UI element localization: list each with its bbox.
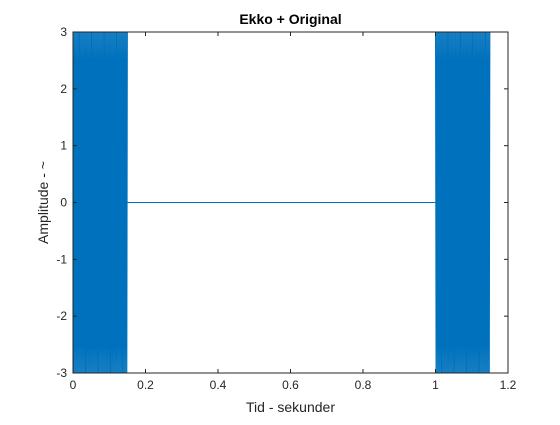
x-tick-label: 1.2 (500, 378, 517, 392)
y-tick-label: 1 (60, 139, 67, 153)
x-tick-label: 0.6 (282, 378, 299, 392)
y-axis-label: Amplitude - ~ (35, 161, 51, 244)
x-tick-label: 0.8 (355, 378, 372, 392)
x-tick-label: 0.4 (210, 378, 227, 392)
y-tick-label: 2 (60, 82, 67, 96)
x-tick-label: 0.2 (137, 378, 154, 392)
series-0-segment-0 (72, 31, 128, 374)
y-tick-label: 0 (60, 196, 67, 210)
y-tick-label: -2 (56, 309, 67, 323)
y-tick-label: 3 (60, 25, 67, 39)
y-axis-ticks: -3 -2 -1 0 1 2 3 (56, 25, 508, 380)
y-tick-label: -3 (56, 366, 67, 380)
x-axis-label: Tid - sekunder (246, 399, 335, 415)
chart-title: Ekko + Original (239, 11, 341, 27)
x-axis-ticks: 0 0.2 0.4 0.6 0.8 1 1.2 (70, 32, 517, 392)
x-tick-label: 0 (70, 378, 77, 392)
y-tick-label: -1 (56, 252, 67, 266)
series-0-segment-2 (435, 31, 491, 374)
x-tick-label: 1 (432, 378, 439, 392)
